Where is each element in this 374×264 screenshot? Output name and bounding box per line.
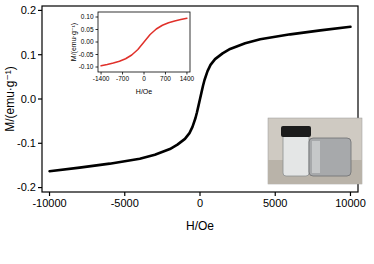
y-axis-label: M/(emu·g⁻¹) [3, 66, 17, 132]
x-tick [275, 192, 276, 196]
x-tick [124, 192, 125, 196]
curve [101, 18, 187, 66]
x-tick-label: 700 [160, 75, 171, 82]
y-tick-label: 0.1 [21, 49, 36, 61]
photo-inset [268, 118, 362, 184]
x-tick-label: 0 [197, 197, 203, 209]
vial [283, 134, 309, 176]
plot-frame [98, 12, 190, 72]
y-tick-label: 0.10 [81, 13, 94, 20]
x-tick-label: 10000 [335, 197, 366, 209]
photo-bg [268, 118, 362, 184]
x-tick-label: -700 [116, 75, 129, 82]
magnet [309, 138, 351, 176]
chart-1: -1400 -700 0 700 1400 -0.10 -0.05 0.00 0.05 0.10 H… [70, 12, 195, 95]
y-tick [38, 143, 42, 144]
x-axis-label: H/Oe [136, 88, 152, 95]
background [0, 0, 374, 264]
x-tick [49, 192, 50, 196]
y-tick [38, 10, 42, 11]
x-tick-label: 5000 [263, 197, 287, 209]
data-group [101, 18, 187, 66]
chart-0: -10000 -5000 0 5000 10000 -0.2 -0.1 0.0 0.1 0.2 H/… [3, 4, 366, 233]
y-tick-label: 0.00 [81, 38, 94, 45]
x-axis-label: H/Oe [186, 219, 214, 233]
y-tick [38, 187, 42, 188]
y-tick-label: -0.1 [17, 137, 36, 149]
y-tick [96, 42, 99, 43]
y-tick-label: -0.10 [79, 63, 94, 70]
x-tick [199, 192, 200, 196]
y-tick-label: 0.2 [21, 4, 36, 16]
chart: -10000 -5000 0 5000 10000 -0.2 -0.1 0.0 0.1 0.2 H/… [0, 0, 374, 264]
vial-cap [281, 126, 311, 137]
y-tick [38, 54, 42, 55]
x-tick-label: 0 [142, 75, 146, 82]
magnet-shine [312, 141, 320, 173]
y-tick [96, 54, 99, 55]
y-tick-label: -0.2 [17, 181, 36, 193]
x-tick-label: -5000 [111, 197, 139, 209]
y-tick [38, 98, 42, 99]
x-tick [350, 192, 351, 196]
x-tick-label: -1400 [93, 75, 110, 82]
y-axis-label: M/(emu·g⁻¹) [70, 23, 78, 61]
y-tick [96, 67, 99, 68]
y-tick [96, 17, 99, 18]
y-tick-label: 0.0 [21, 93, 36, 105]
x-tick-label: 1400 [180, 75, 195, 82]
y-tick [96, 29, 99, 30]
y-tick-label: 0.05 [81, 26, 94, 33]
plot-frame [42, 6, 358, 192]
y-tick-label: -0.05 [79, 51, 94, 58]
x-tick-label: -10000 [32, 197, 66, 209]
